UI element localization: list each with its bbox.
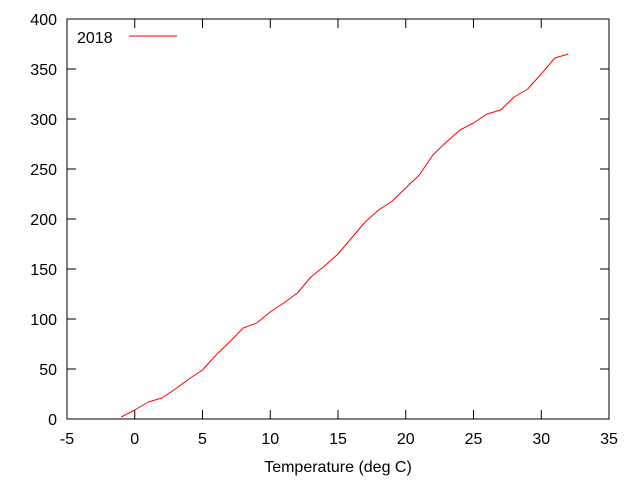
y-tick-label: 200 [30,212,57,229]
y-tick-label: 400 [30,12,57,29]
x-tick-label: 10 [261,431,279,448]
y-tick-label: 0 [48,412,57,429]
x-tick-label: 15 [329,431,347,448]
x-tick-label: 35 [600,431,618,448]
x-tick-label: 25 [465,431,483,448]
legend-label-2018: 2018 [77,30,113,47]
series-line-2018 [120,53,569,418]
x-tick-label: -5 [60,431,74,448]
x-tick-label: 0 [130,431,139,448]
tick-marks [66,18,610,420]
y-tick-label: 350 [30,62,57,79]
x-tick-label: 20 [397,431,415,448]
y-tick-label: 300 [30,112,57,129]
y-tick-label: 100 [30,312,57,329]
series-layer [120,53,569,418]
x-axis-title: Temperature (deg C) [264,459,412,476]
plot-frame [66,18,610,420]
legend: 2018 [77,30,177,47]
y-tick-label: 250 [30,162,57,179]
y-tick-label: 50 [39,362,57,379]
x-tick-label: 5 [198,431,207,448]
x-tick-label: 30 [532,431,550,448]
y-tick-label: 150 [30,262,57,279]
